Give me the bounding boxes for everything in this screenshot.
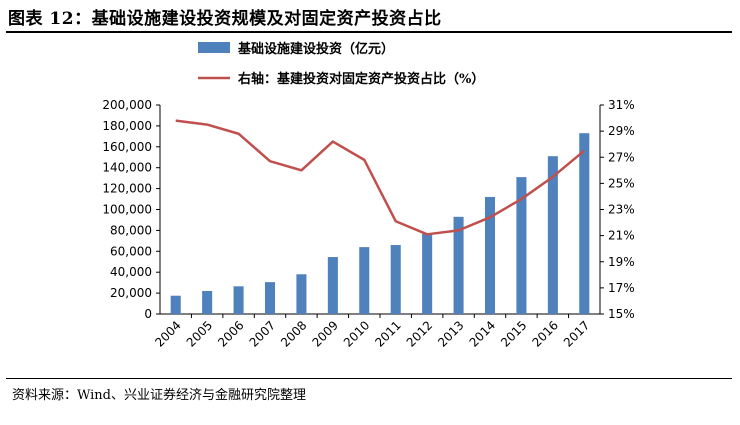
left-tick-label: 20,000 <box>110 286 152 300</box>
left-tick-label: 120,000 <box>102 182 152 196</box>
figure-title: 图表 12：基础设施建设投资规模及对固定资产投资占比 <box>8 9 442 29</box>
right-tick-label: 27% <box>608 150 635 164</box>
right-tick-label: 29% <box>608 124 635 138</box>
bar <box>202 291 213 314</box>
ratio-line <box>175 119 586 236</box>
x-tick-label: 2016 <box>529 318 560 349</box>
bar <box>296 274 307 314</box>
bar <box>484 196 496 314</box>
left-tick-label: 0 <box>144 307 152 321</box>
legend-bar-swatch <box>198 42 230 53</box>
right-tick-label: 31% <box>608 98 635 112</box>
bar <box>453 216 464 314</box>
right-axis-ticks: 15% 17% 19% 21% 23% 25% 27% 29% 31% <box>600 98 635 321</box>
left-tick-label: 60,000 <box>110 244 152 258</box>
left-tick-label: 80,000 <box>110 223 152 237</box>
right-tick-label: 17% <box>608 281 635 295</box>
x-tick-label: 2004 <box>152 318 183 349</box>
x-tick-label: 2009 <box>309 318 340 349</box>
bar <box>264 282 276 314</box>
legend: 基础设施建设投资（亿元） 右轴：基建投资对固定资产投资占比（%） <box>198 41 484 87</box>
source-note: 资料来源：Wind、兴业证券经济与金融研究院整理 <box>12 388 306 403</box>
legend-bar-label: 基础设施建设投资（亿元） <box>237 41 394 57</box>
bar-series <box>170 133 590 314</box>
right-tick-label: 23% <box>608 203 635 217</box>
x-tick-label: 2015 <box>498 318 529 349</box>
x-tick-label: 2012 <box>404 318 435 349</box>
right-tick-label: 19% <box>608 255 635 269</box>
x-tick-label: 2007 <box>247 318 278 349</box>
legend-line-label: 右轴：基建投资对固定资产投资占比（%） <box>237 71 484 87</box>
x-tick-label: 2011 <box>372 318 403 349</box>
x-axis-ticks: 2004 2005 2006 2007 2008 2009 2010 2011 2012 2013… <box>152 314 592 350</box>
axes <box>159 105 601 315</box>
bar <box>547 156 558 314</box>
bar <box>390 245 401 314</box>
left-tick-label: 140,000 <box>102 161 152 175</box>
right-tick-label: 25% <box>608 176 635 190</box>
bar <box>579 133 590 314</box>
x-tick-label: 2017 <box>561 318 592 349</box>
left-tick-label: 100,000 <box>102 203 152 217</box>
left-axis-ticks: 0 20,000 40,000 60,000 80,000 100,000 120,000 1… <box>102 98 160 321</box>
bar <box>327 257 338 314</box>
x-tick-label: 2010 <box>341 318 372 349</box>
left-tick-label: 180,000 <box>102 119 152 133</box>
left-tick-label: 40,000 <box>110 265 152 279</box>
bar <box>516 177 527 314</box>
bar <box>359 247 370 314</box>
source-rule <box>6 378 732 379</box>
left-tick-label: 200,000 <box>102 98 152 112</box>
right-tick-label: 15% <box>608 307 635 321</box>
x-tick-label: 2008 <box>278 318 309 349</box>
x-tick-label: 2013 <box>435 318 466 349</box>
x-tick-label: 2014 <box>467 318 498 349</box>
title-rule <box>6 31 732 33</box>
bar <box>170 295 181 314</box>
right-tick-label: 21% <box>608 229 635 243</box>
line-series <box>175 119 586 236</box>
left-tick-label: 160,000 <box>102 140 152 154</box>
bar <box>422 233 433 314</box>
x-tick-label: 2005 <box>184 318 215 349</box>
x-tick-label: 2006 <box>215 318 246 349</box>
bar <box>233 286 244 314</box>
